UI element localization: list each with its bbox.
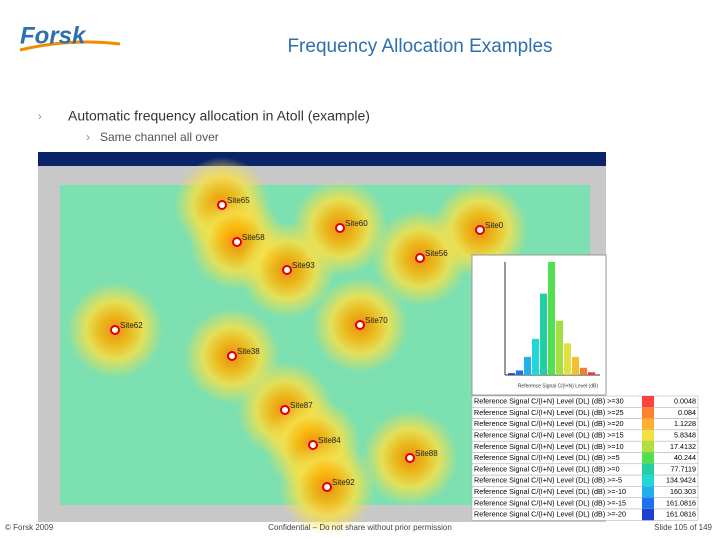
- row-value: 0.084: [678, 408, 696, 417]
- row-value: 77.7119: [671, 464, 696, 473]
- histogram-bar: [564, 343, 571, 375]
- site-marker: [227, 351, 237, 361]
- site-marker: [280, 405, 290, 415]
- row-value: 17.4132: [670, 442, 696, 451]
- site-label: Site65: [227, 196, 250, 205]
- row-label: Reference Signal C/(I+N) Level (DL) (dB)…: [474, 397, 624, 406]
- color-swatch: [642, 463, 654, 476]
- site-label: Site70: [365, 316, 388, 325]
- site-label: Site84: [318, 436, 341, 445]
- row-value: 40.244: [674, 453, 696, 462]
- site-label: Site60: [345, 219, 368, 228]
- histogram-xlabel: Reference Signal C/(I+N) Level (dB): [518, 383, 599, 389]
- color-swatch: [642, 486, 654, 498]
- map-layer: Site65 Site60 Site0 Site58 Site56 Site93 Site6…: [67, 157, 528, 535]
- row-label: Reference Signal C/(I+N) Level (DL) (dB)…: [474, 419, 624, 428]
- color-swatch: [642, 475, 654, 487]
- row-value: 134.9424: [666, 476, 696, 485]
- site-marker: [355, 320, 365, 330]
- row-value: 0.0048: [674, 397, 696, 406]
- histogram-bar: [532, 338, 539, 375]
- footer-center: Confidential – Do not share without prio…: [268, 523, 452, 532]
- color-swatch: [642, 429, 654, 442]
- row-label: Reference Signal C/(I+N) Level (DL) (dB)…: [474, 476, 622, 485]
- histogram-bar: [508, 373, 515, 375]
- site-marker: [322, 482, 332, 492]
- site-label: Site56: [425, 249, 448, 258]
- color-swatch: [642, 452, 654, 464]
- window-titlebar: [38, 152, 606, 166]
- logo-swoosh: [19, 40, 121, 52]
- row-value: 160.303: [670, 487, 696, 496]
- table: Reference Signal C/(I+N) Level (DL) (dB)…: [471, 395, 699, 521]
- table-row: [471, 508, 699, 521]
- histogram-bar: [588, 372, 595, 375]
- site-marker: [308, 440, 318, 450]
- site-label: Site0: [485, 221, 504, 230]
- bullet: Automatic frequency allocation in Atoll …: [68, 108, 370, 124]
- row-value: 161.0816: [666, 510, 696, 519]
- histogram-bar: [540, 293, 547, 375]
- row-label: Reference Signal C/(I+N) Level (DL) (dB)…: [474, 498, 626, 507]
- site-marker: [282, 265, 292, 275]
- site-marker: [405, 453, 415, 463]
- site-marker: [232, 237, 242, 247]
- color-swatch: [642, 441, 654, 453]
- site-label: Site38: [237, 347, 260, 356]
- site-marker: [475, 225, 485, 235]
- row-value: 1.1228: [674, 419, 696, 428]
- row-label: Reference Signal C/(I+N) Level (DL) (dB)…: [474, 487, 626, 496]
- site-label: Site87: [290, 401, 313, 410]
- histogram-bar: [580, 367, 587, 375]
- row-label: Reference Signal C/(I+N) Level (DL) (dB)…: [474, 442, 624, 451]
- color-swatch: [642, 418, 654, 430]
- slide-title: Frequency Allocation Examples: [287, 36, 552, 57]
- histogram-bar: [572, 356, 579, 375]
- histogram: Reference Signal C/(I+N) Level (dB): [504, 262, 600, 389]
- row-value: 161.0816: [666, 498, 696, 507]
- site-label: Site88: [415, 449, 438, 458]
- histogram-bar: [556, 320, 563, 375]
- logo: Forsk: [20, 22, 87, 49]
- site-marker: [110, 325, 120, 335]
- color-swatch: [642, 497, 654, 509]
- histogram-bar: [516, 370, 523, 375]
- site-label: Site93: [292, 261, 315, 270]
- site-marker: [217, 200, 227, 210]
- color-swatch: [642, 407, 654, 419]
- footer-left: © Forsk 2009: [5, 523, 54, 532]
- row-value: 5.8348: [674, 430, 696, 439]
- site-label: Site92: [332, 478, 355, 487]
- row-label: Reference Signal C/(I+N) Level (DL) (dB)…: [474, 464, 620, 473]
- site-label: Site58: [242, 233, 265, 242]
- histogram-bar: [548, 262, 555, 375]
- row-label: Reference Signal C/(I+N) Level (DL) (dB)…: [474, 430, 624, 439]
- color-swatch: [642, 509, 654, 521]
- site-marker: [335, 223, 345, 233]
- sub-bullet: Same channel all over: [100, 130, 219, 144]
- bullet-icon: ›: [86, 130, 90, 144]
- row-label: Reference Signal C/(I+N) Level (DL) (dB)…: [474, 408, 624, 417]
- color-swatch: [642, 396, 654, 408]
- footer-right: Slide 105 of 149: [654, 523, 712, 532]
- row-label: Reference Signal C/(I+N) Level (DL) (dB)…: [474, 453, 620, 462]
- histogram-bar: [524, 356, 531, 375]
- site-label: Site62: [120, 321, 143, 330]
- site-marker: [415, 253, 425, 263]
- row-label: Reference Signal C/(I+N) Level (DL) (dB)…: [474, 510, 626, 519]
- bullet-icon: ›: [38, 111, 42, 123]
